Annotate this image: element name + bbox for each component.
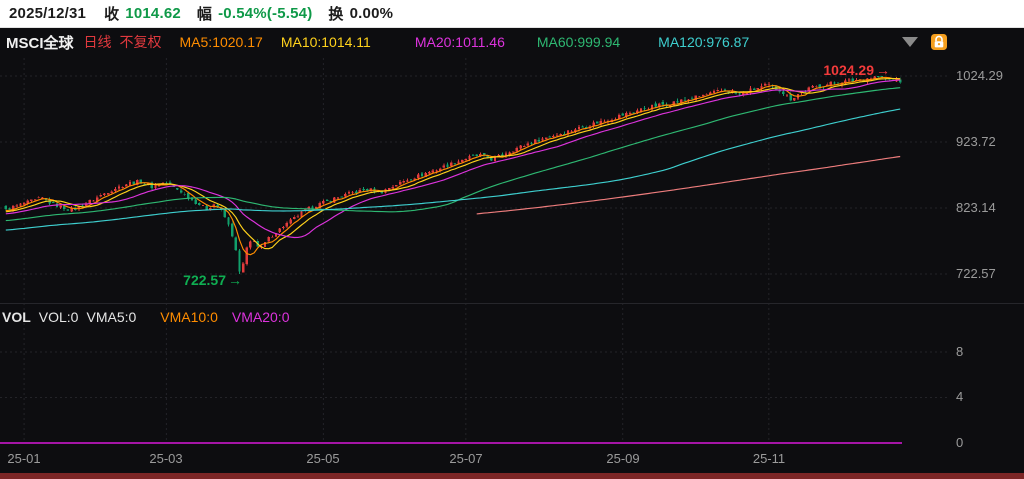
quote-date: 2025/12/31 bbox=[9, 5, 87, 22]
volume-tick-8: 8 bbox=[956, 344, 964, 359]
ma20-value-label: MA20:1011.46 bbox=[414, 34, 505, 50]
low-price-annotation: 722.57 → bbox=[130, 272, 242, 288]
volume-tick-0: 0 bbox=[956, 435, 964, 450]
ma60-value-label: MA60:999.94 bbox=[536, 34, 621, 50]
high-price-annotation: 1024.29 → bbox=[778, 62, 890, 78]
period-daily-label[interactable]: 日线 bbox=[83, 34, 112, 50]
vma5-value: VMA5:0 bbox=[86, 309, 137, 325]
turnover-label: 换 bbox=[328, 6, 344, 23]
ma10-value-label: MA10:1014.11 bbox=[280, 34, 371, 50]
bottom-accent-strip bbox=[0, 473, 1024, 479]
vma10-value: VMA10:0 bbox=[160, 309, 218, 325]
x-tick-25-07: 25-07 bbox=[449, 451, 483, 466]
x-tick-25-03: 25-03 bbox=[149, 451, 183, 466]
x-tick-25-05: 25-05 bbox=[306, 451, 340, 466]
vma20-value: VMA20:0 bbox=[231, 309, 290, 325]
price-tick-722: 722.57 bbox=[956, 266, 996, 281]
price-tick-923: 923.72 bbox=[956, 134, 996, 149]
volume-indicator-bar[interactable]: VOL VOL:0 VMA5:0 VMA10:0 VMA20:0 bbox=[2, 306, 289, 328]
x-tick-25-11: 25-11 bbox=[752, 451, 786, 466]
indicator-bar[interactable]: MSCI全球 日线 不复权 MA5:1020.17 MA10:1014.11 M… bbox=[6, 30, 1018, 54]
vol-value: VOL:0 bbox=[38, 309, 79, 325]
turnover-value: 0.00% bbox=[349, 5, 394, 22]
change-value: -0.54%(-5.54) bbox=[218, 5, 313, 22]
volume-tick-4: 4 bbox=[956, 389, 964, 404]
close-label: 收 bbox=[104, 6, 120, 23]
symbol-name: MSCI全球 bbox=[6, 34, 74, 52]
x-tick-25-01: 25-01 bbox=[7, 451, 41, 466]
adjust-mode-label[interactable]: 不复权 bbox=[119, 34, 162, 50]
x-tick-25-09: 25-09 bbox=[606, 451, 640, 466]
high-price-text: 1024.29 bbox=[823, 62, 874, 78]
price-tick-1024: 1024.29 bbox=[956, 68, 1003, 83]
low-arrow-icon: → bbox=[228, 272, 242, 288]
low-price-text: 722.57 bbox=[183, 272, 226, 288]
price-tick-823: 823.14 bbox=[956, 200, 996, 215]
ma120-value-label: MA120:976.87 bbox=[658, 34, 750, 50]
high-arrow-icon: → bbox=[876, 62, 890, 78]
change-label: 幅 bbox=[196, 6, 213, 23]
quote-summary-bar: 2025/12/31 收 1014.62 幅 -0.54%(-5.54) 换 0… bbox=[0, 0, 1024, 28]
lock-icon[interactable] bbox=[930, 33, 948, 51]
close-value: 1014.62 bbox=[125, 5, 181, 22]
chevron-down-icon[interactable] bbox=[902, 37, 918, 47]
vol-title: VOL bbox=[2, 309, 31, 325]
ma5-value-label: MA5:1020.17 bbox=[179, 34, 263, 50]
